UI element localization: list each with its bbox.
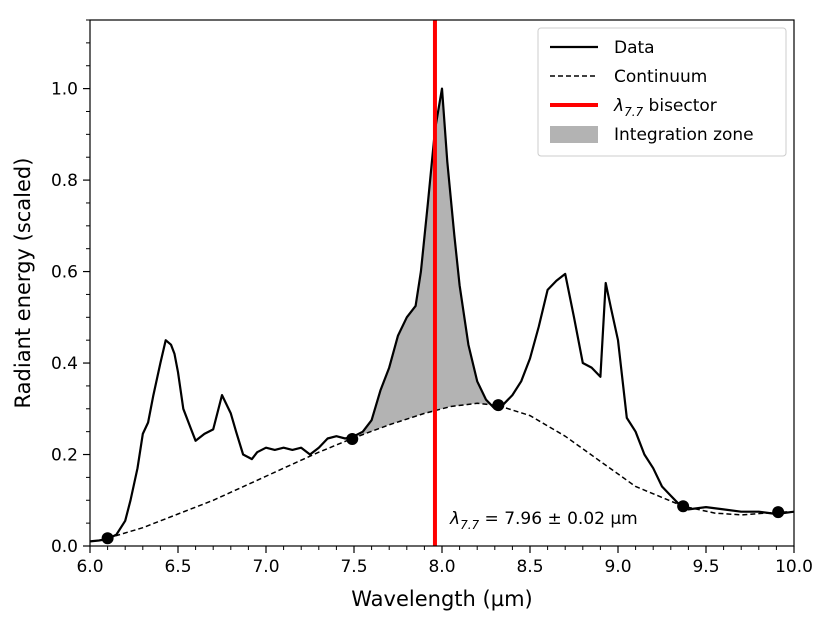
y-tick-label: 0.0	[51, 537, 78, 557]
anchor-point	[101, 532, 114, 545]
x-tick-label: 7.5	[340, 557, 367, 577]
x-tick-label: 6.5	[164, 557, 191, 577]
anchor-point	[346, 432, 359, 445]
annotation-subscript: 7.7	[460, 518, 479, 532]
x-tick-label: 10.0	[775, 557, 813, 577]
integration-zone	[352, 88, 499, 439]
legend: Data Continuum λ7.7 bisector Integration…	[537, 27, 787, 157]
x-tick-label: 7.0	[252, 557, 279, 577]
x-tick-label: 9.0	[604, 557, 631, 577]
y-tick-label: 0.6	[51, 263, 78, 283]
x-tick-label: 9.5	[692, 557, 719, 577]
legend-data-label: Data	[614, 38, 655, 58]
legend-bisector-label: λ7.7 bisector	[613, 96, 717, 119]
y-tick-label: 1.0	[51, 80, 78, 100]
x-axis-title: Wavelength (µm)	[351, 587, 532, 611]
anchor-point	[677, 500, 690, 513]
annotation-lambda: λ	[449, 509, 460, 529]
continuum-line	[107, 402, 795, 539]
legend-bisector-rest: bisector	[643, 96, 717, 116]
legend-bisector-lambda: λ	[613, 96, 624, 116]
y-tick-label: 0.8	[51, 171, 78, 191]
y-axis-title: Radiant energy (scaled)	[11, 158, 35, 409]
x-tick-label: 8.0	[428, 557, 455, 577]
legend-continuum-label: Continuum	[614, 67, 707, 87]
data-line	[89, 87, 795, 543]
lambda-annotation: λ7.7 = 7.96 ± 0.02 µm	[449, 509, 638, 532]
y-tick-label: 0.2	[51, 446, 78, 466]
legend-integration-swatch	[550, 126, 598, 143]
anchor-point	[492, 399, 505, 412]
legend-integration-label: Integration zone	[614, 125, 754, 145]
anchor-point	[772, 506, 785, 519]
legend-box	[537, 27, 787, 157]
x-tick-label: 6.0	[76, 557, 103, 577]
legend-bisector-subscript: 7.7	[624, 105, 643, 119]
y-tick-label: 0.4	[51, 354, 78, 374]
x-tick-label: 8.5	[516, 557, 543, 577]
annotation-value: = 7.96 ± 0.02 µm	[479, 509, 638, 529]
